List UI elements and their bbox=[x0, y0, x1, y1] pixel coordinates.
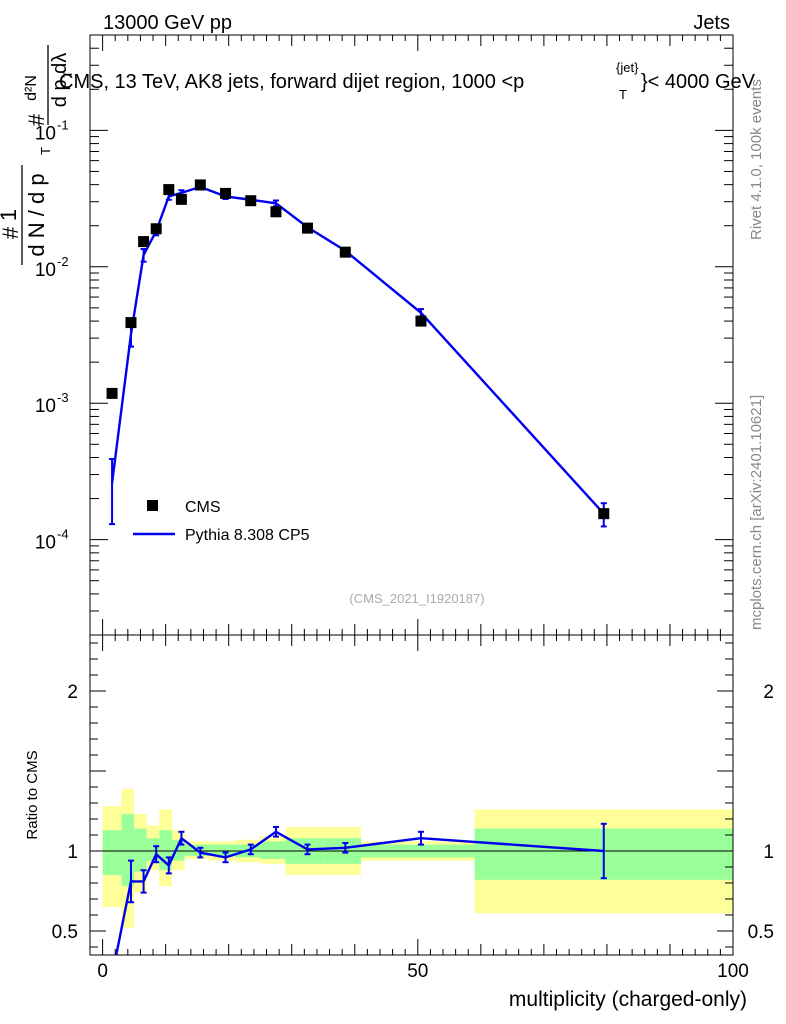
mcplots-label: mcplots.cern.ch [arXiv:2401.10621] bbox=[748, 395, 765, 630]
analysis-id: (CMS_2021_I1920187) bbox=[349, 591, 484, 606]
ratio-uncertainty-bands bbox=[102, 788, 733, 928]
ratio-x-tick-labels: 0 50 100 bbox=[97, 961, 749, 982]
ratio-frame bbox=[89, 634, 734, 956]
category-label: Jets bbox=[693, 12, 730, 34]
main-frame bbox=[89, 34, 734, 636]
ratio-panel: 0.5 1 2 0.5 1 2 0 50 100 bbox=[52, 634, 774, 982]
data-point bbox=[339, 246, 351, 258]
ratio-axis-ticks bbox=[90, 635, 734, 955]
ylabel-t-sub-1: T bbox=[38, 147, 53, 155]
ratio-y-tick-label: 1 bbox=[67, 842, 78, 863]
data-markers bbox=[106, 179, 610, 520]
ratio-x-tick-label: 100 bbox=[717, 961, 749, 982]
data-point bbox=[163, 184, 175, 196]
main-y-tick-label-exponent: -3 bbox=[57, 390, 69, 405]
main-y-tick-label: 10 bbox=[35, 396, 56, 417]
data-point bbox=[598, 508, 610, 520]
ratio-x-tick-label: 50 bbox=[407, 961, 428, 982]
ratio-inner-band bbox=[121, 814, 135, 887]
ylabel-hash2: # bbox=[24, 113, 49, 126]
main-y-tick-label-exponent: -1 bbox=[57, 117, 69, 132]
data-point bbox=[245, 195, 257, 207]
ylabel-hash1: # bbox=[0, 226, 23, 239]
ratio-y-tick-label: 0.5 bbox=[52, 922, 78, 943]
ratio-inner-band bbox=[102, 830, 122, 875]
plot-title: CMS, 13 TeV, AK8 jets, forward dijet reg… bbox=[59, 71, 524, 93]
energy-label: 13000 GeV pp bbox=[103, 12, 232, 34]
data-point bbox=[125, 317, 137, 329]
data-point bbox=[150, 223, 162, 235]
main-y-tick-label-exponent: -2 bbox=[57, 254, 69, 269]
legend-cms-label: CMS bbox=[185, 499, 221, 516]
data-point bbox=[301, 222, 313, 234]
ylabel-d2n: d²N bbox=[23, 75, 40, 101]
legend: CMS Pythia 8.308 CP5 bbox=[133, 499, 310, 544]
ratio-mc-line bbox=[115, 830, 604, 956]
ratio-inner-band bbox=[209, 844, 235, 856]
data-point bbox=[138, 236, 150, 248]
ylabel-one: 1 bbox=[0, 209, 21, 221]
ratio-inner-band bbox=[260, 841, 286, 859]
main-y-tick-label: 10 bbox=[35, 123, 56, 144]
ylabel-dpt-dlambda: d p dλ bbox=[49, 53, 71, 107]
plot-title-superscript: {jet} bbox=[616, 60, 639, 75]
legend-mc-label: Pythia 8.308 CP5 bbox=[185, 527, 310, 544]
main-axis-ticks bbox=[90, 34, 734, 636]
plot-title-end: }< 4000 GeV bbox=[641, 71, 756, 93]
main-y-tick-label: 10 bbox=[35, 533, 56, 554]
ratio-y-axis-label: Ratio to CMS bbox=[24, 750, 41, 839]
data-point bbox=[194, 179, 206, 191]
main-panel: 10-410-310-210-1 bbox=[35, 34, 734, 636]
mc-error-bars bbox=[109, 183, 607, 528]
main-y-tick-label: 10 bbox=[35, 260, 56, 281]
ratio-error-bars bbox=[127, 822, 607, 904]
data-point bbox=[220, 187, 232, 199]
ratio-y-tick-labels-right: 0.5 1 2 bbox=[748, 682, 774, 943]
main-y-tick-labels: 10-410-310-210-1 bbox=[35, 117, 69, 553]
data-point bbox=[270, 206, 282, 218]
ylabel-dndpt: d N / d p bbox=[24, 173, 49, 256]
main-y-axis-label: # 1 d N / d p T # d²N d p dλ T bbox=[0, 45, 75, 265]
mc-line bbox=[110, 185, 605, 515]
rivet-label: Rivet 4.1.0, 100k events bbox=[748, 79, 765, 240]
plot-title-subscript: T bbox=[619, 87, 627, 102]
legend-cms-marker bbox=[147, 500, 158, 511]
ylabel-t-sub-2: T bbox=[61, 70, 75, 78]
data-point bbox=[175, 193, 187, 205]
x-axis-label: multiplicity (charged-only) bbox=[509, 988, 747, 1011]
data-point bbox=[106, 387, 118, 399]
main-y-tick-label-exponent: -4 bbox=[57, 527, 69, 542]
data-point bbox=[415, 315, 427, 327]
ratio-inner-band bbox=[146, 838, 160, 861]
ratio-y-tick-label-right: 0.5 bbox=[748, 922, 774, 943]
ratio-y-tick-labels: 0.5 1 2 bbox=[52, 682, 78, 943]
ratio-x-tick-label: 0 bbox=[97, 961, 108, 982]
ratio-y-tick-label-right: 2 bbox=[763, 682, 774, 703]
ratio-y-tick-label: 2 bbox=[67, 682, 78, 703]
ratio-inner-band bbox=[134, 828, 147, 872]
ratio-y-tick-label-right: 1 bbox=[763, 842, 774, 863]
